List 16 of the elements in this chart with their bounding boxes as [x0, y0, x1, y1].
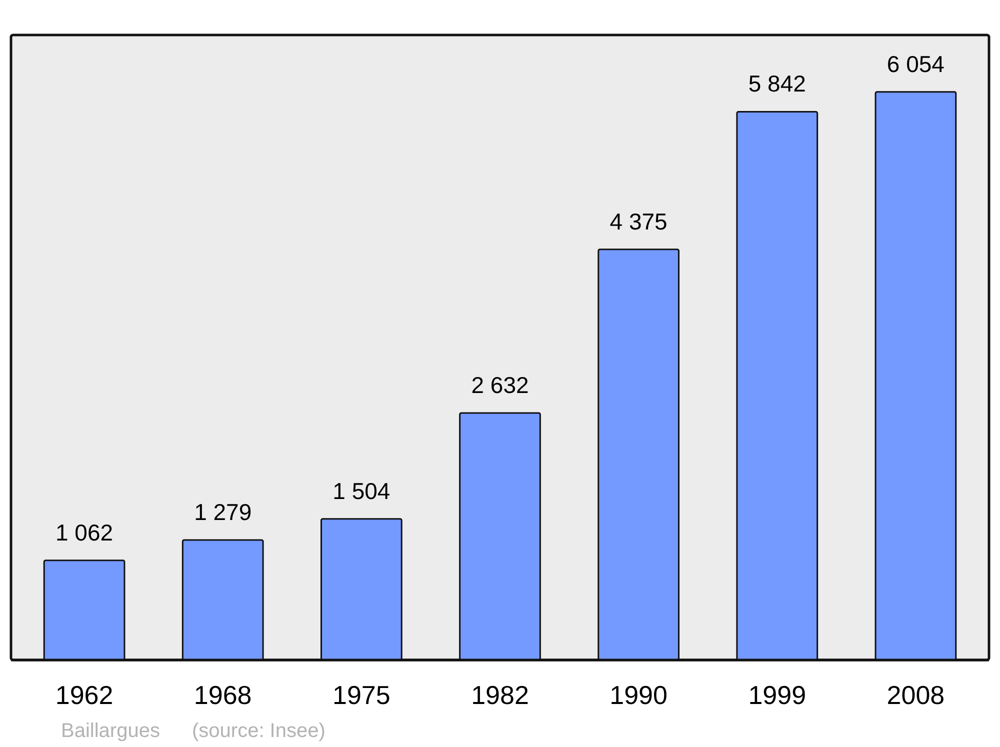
data-label: 2 632 — [471, 372, 529, 398]
x-tick-label: 1999 — [748, 680, 806, 710]
data-label: 5 842 — [748, 70, 806, 97]
data-label: 4 375 — [610, 208, 668, 234]
data-label: 1 504 — [332, 478, 390, 504]
data-label: 6 054 — [886, 50, 945, 77]
x-tick-label: 2008 — [886, 680, 945, 710]
x-tick-label: 1968 — [194, 680, 252, 710]
x-tick-label: 1962 — [55, 680, 114, 710]
x-tick-label: 1975 — [332, 680, 390, 710]
text: Baillargues — [61, 720, 160, 742]
x-tick-label: 1982 — [471, 680, 529, 710]
data-label: 1 062 — [56, 519, 114, 546]
x-tick-label: 1990 — [610, 680, 668, 710]
data-label: 1 279 — [194, 498, 252, 525]
text: (source: Insee) — [192, 720, 326, 742]
